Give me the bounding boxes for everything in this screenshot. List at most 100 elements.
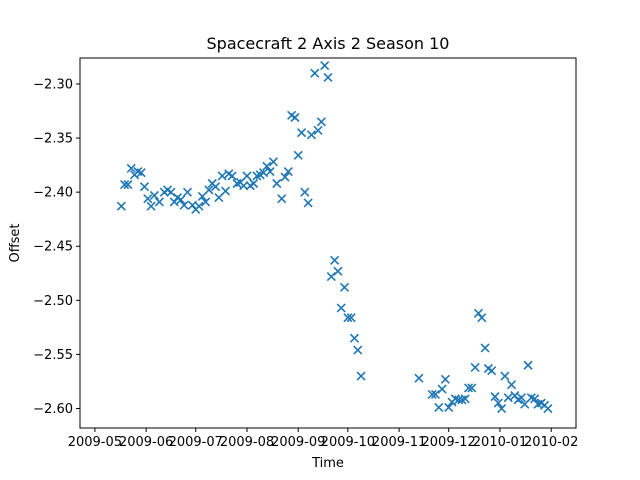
data-point	[349, 333, 360, 343]
y-tick-label: −2.55	[33, 348, 73, 363]
data-point	[313, 125, 323, 136]
data-point	[126, 163, 136, 173]
data-point	[293, 150, 303, 160]
y-tick-label: −2.35	[33, 132, 73, 147]
data-point	[182, 187, 193, 197]
data-point	[323, 72, 333, 83]
plot-area	[80, 58, 576, 428]
data-point	[300, 187, 310, 197]
data-point	[467, 383, 477, 393]
data-point	[280, 172, 290, 182]
data-point	[310, 68, 320, 78]
data-point	[268, 157, 279, 167]
data-point	[493, 398, 503, 408]
data-point	[262, 161, 272, 171]
chart-title: Spacecraft 2 Axis 2 Season 10	[207, 34, 450, 53]
data-point	[427, 389, 437, 400]
data-point	[343, 313, 353, 323]
data-point	[326, 271, 336, 282]
data-point	[440, 374, 450, 384]
data-point	[333, 266, 343, 276]
x-tick-label: 2010-01	[473, 435, 527, 450]
y-tick-label: −2.60	[33, 402, 73, 417]
x-tick-label: 2009-07	[169, 435, 223, 450]
y-tick-label: −2.50	[33, 294, 73, 309]
data-point	[249, 178, 259, 189]
data-point	[523, 360, 533, 370]
data-point	[430, 389, 441, 400]
data-point	[339, 282, 350, 292]
data-point	[336, 303, 346, 313]
data-point	[265, 167, 275, 177]
data-point	[503, 393, 513, 403]
data-point	[543, 403, 553, 414]
data-point	[139, 182, 150, 192]
data-point	[434, 402, 444, 413]
data-point	[296, 128, 307, 138]
data-point	[166, 187, 176, 197]
data-point	[316, 117, 326, 127]
data-point	[444, 402, 454, 413]
data-point	[290, 112, 300, 123]
data-point	[353, 345, 363, 355]
data-point	[277, 194, 287, 204]
data-point	[477, 313, 487, 323]
x-tick-label: 2009-05	[68, 435, 122, 450]
data-point	[330, 255, 340, 265]
data-point	[306, 130, 317, 140]
x-tick-label: 2009-12	[422, 435, 476, 450]
data-point	[211, 182, 221, 192]
y-tick-label: −2.40	[33, 186, 73, 201]
data-point	[239, 181, 249, 191]
data-point	[143, 194, 153, 204]
data-point	[179, 200, 189, 210]
data-point	[123, 180, 133, 190]
y-tick-label: −2.30	[33, 77, 73, 92]
x-axis-label: Time	[311, 456, 344, 471]
data-point	[217, 171, 227, 181]
data-point	[120, 180, 130, 190]
plot-background	[80, 58, 576, 428]
data-point	[356, 371, 366, 381]
x-tick-label: 2010-02	[524, 435, 578, 450]
plot-frame	[79, 57, 577, 429]
data-point	[437, 384, 447, 394]
data-point	[201, 197, 211, 207]
data-point	[303, 198, 313, 208]
data-point	[490, 392, 500, 402]
data-point	[242, 171, 252, 181]
data-point	[480, 343, 490, 353]
data-point	[283, 167, 293, 177]
data-point	[414, 373, 424, 383]
data-point	[154, 197, 164, 207]
x-tick-label: 2009-09	[271, 435, 325, 450]
x-tick-label: 2009-08	[220, 435, 274, 450]
y-tick-label: −2.45	[33, 240, 73, 255]
data-point	[272, 178, 282, 189]
data-point	[146, 201, 156, 211]
data-point	[227, 171, 237, 181]
data-point	[149, 190, 159, 200]
data-point	[136, 168, 146, 178]
data-point	[530, 394, 540, 404]
data-point	[487, 366, 497, 376]
data-point	[194, 201, 204, 211]
data-points	[116, 61, 553, 414]
data-point	[460, 394, 470, 404]
data-point	[176, 195, 186, 205]
x-tick-label: 2009-06	[119, 435, 173, 450]
data-point	[204, 185, 214, 195]
y-axis-label: Offset	[8, 223, 23, 262]
y-axis: −2.30 −2.35 −2.40 −2.45 −2.50 −2.55 −2.60	[33, 77, 80, 417]
data-point	[346, 313, 356, 323]
data-point	[516, 393, 527, 403]
data-point	[497, 403, 507, 414]
data-point	[116, 201, 126, 211]
data-point	[220, 186, 231, 196]
x-tick-label: 2009-11	[372, 435, 426, 450]
data-point	[320, 61, 330, 71]
data-point	[470, 362, 480, 372]
